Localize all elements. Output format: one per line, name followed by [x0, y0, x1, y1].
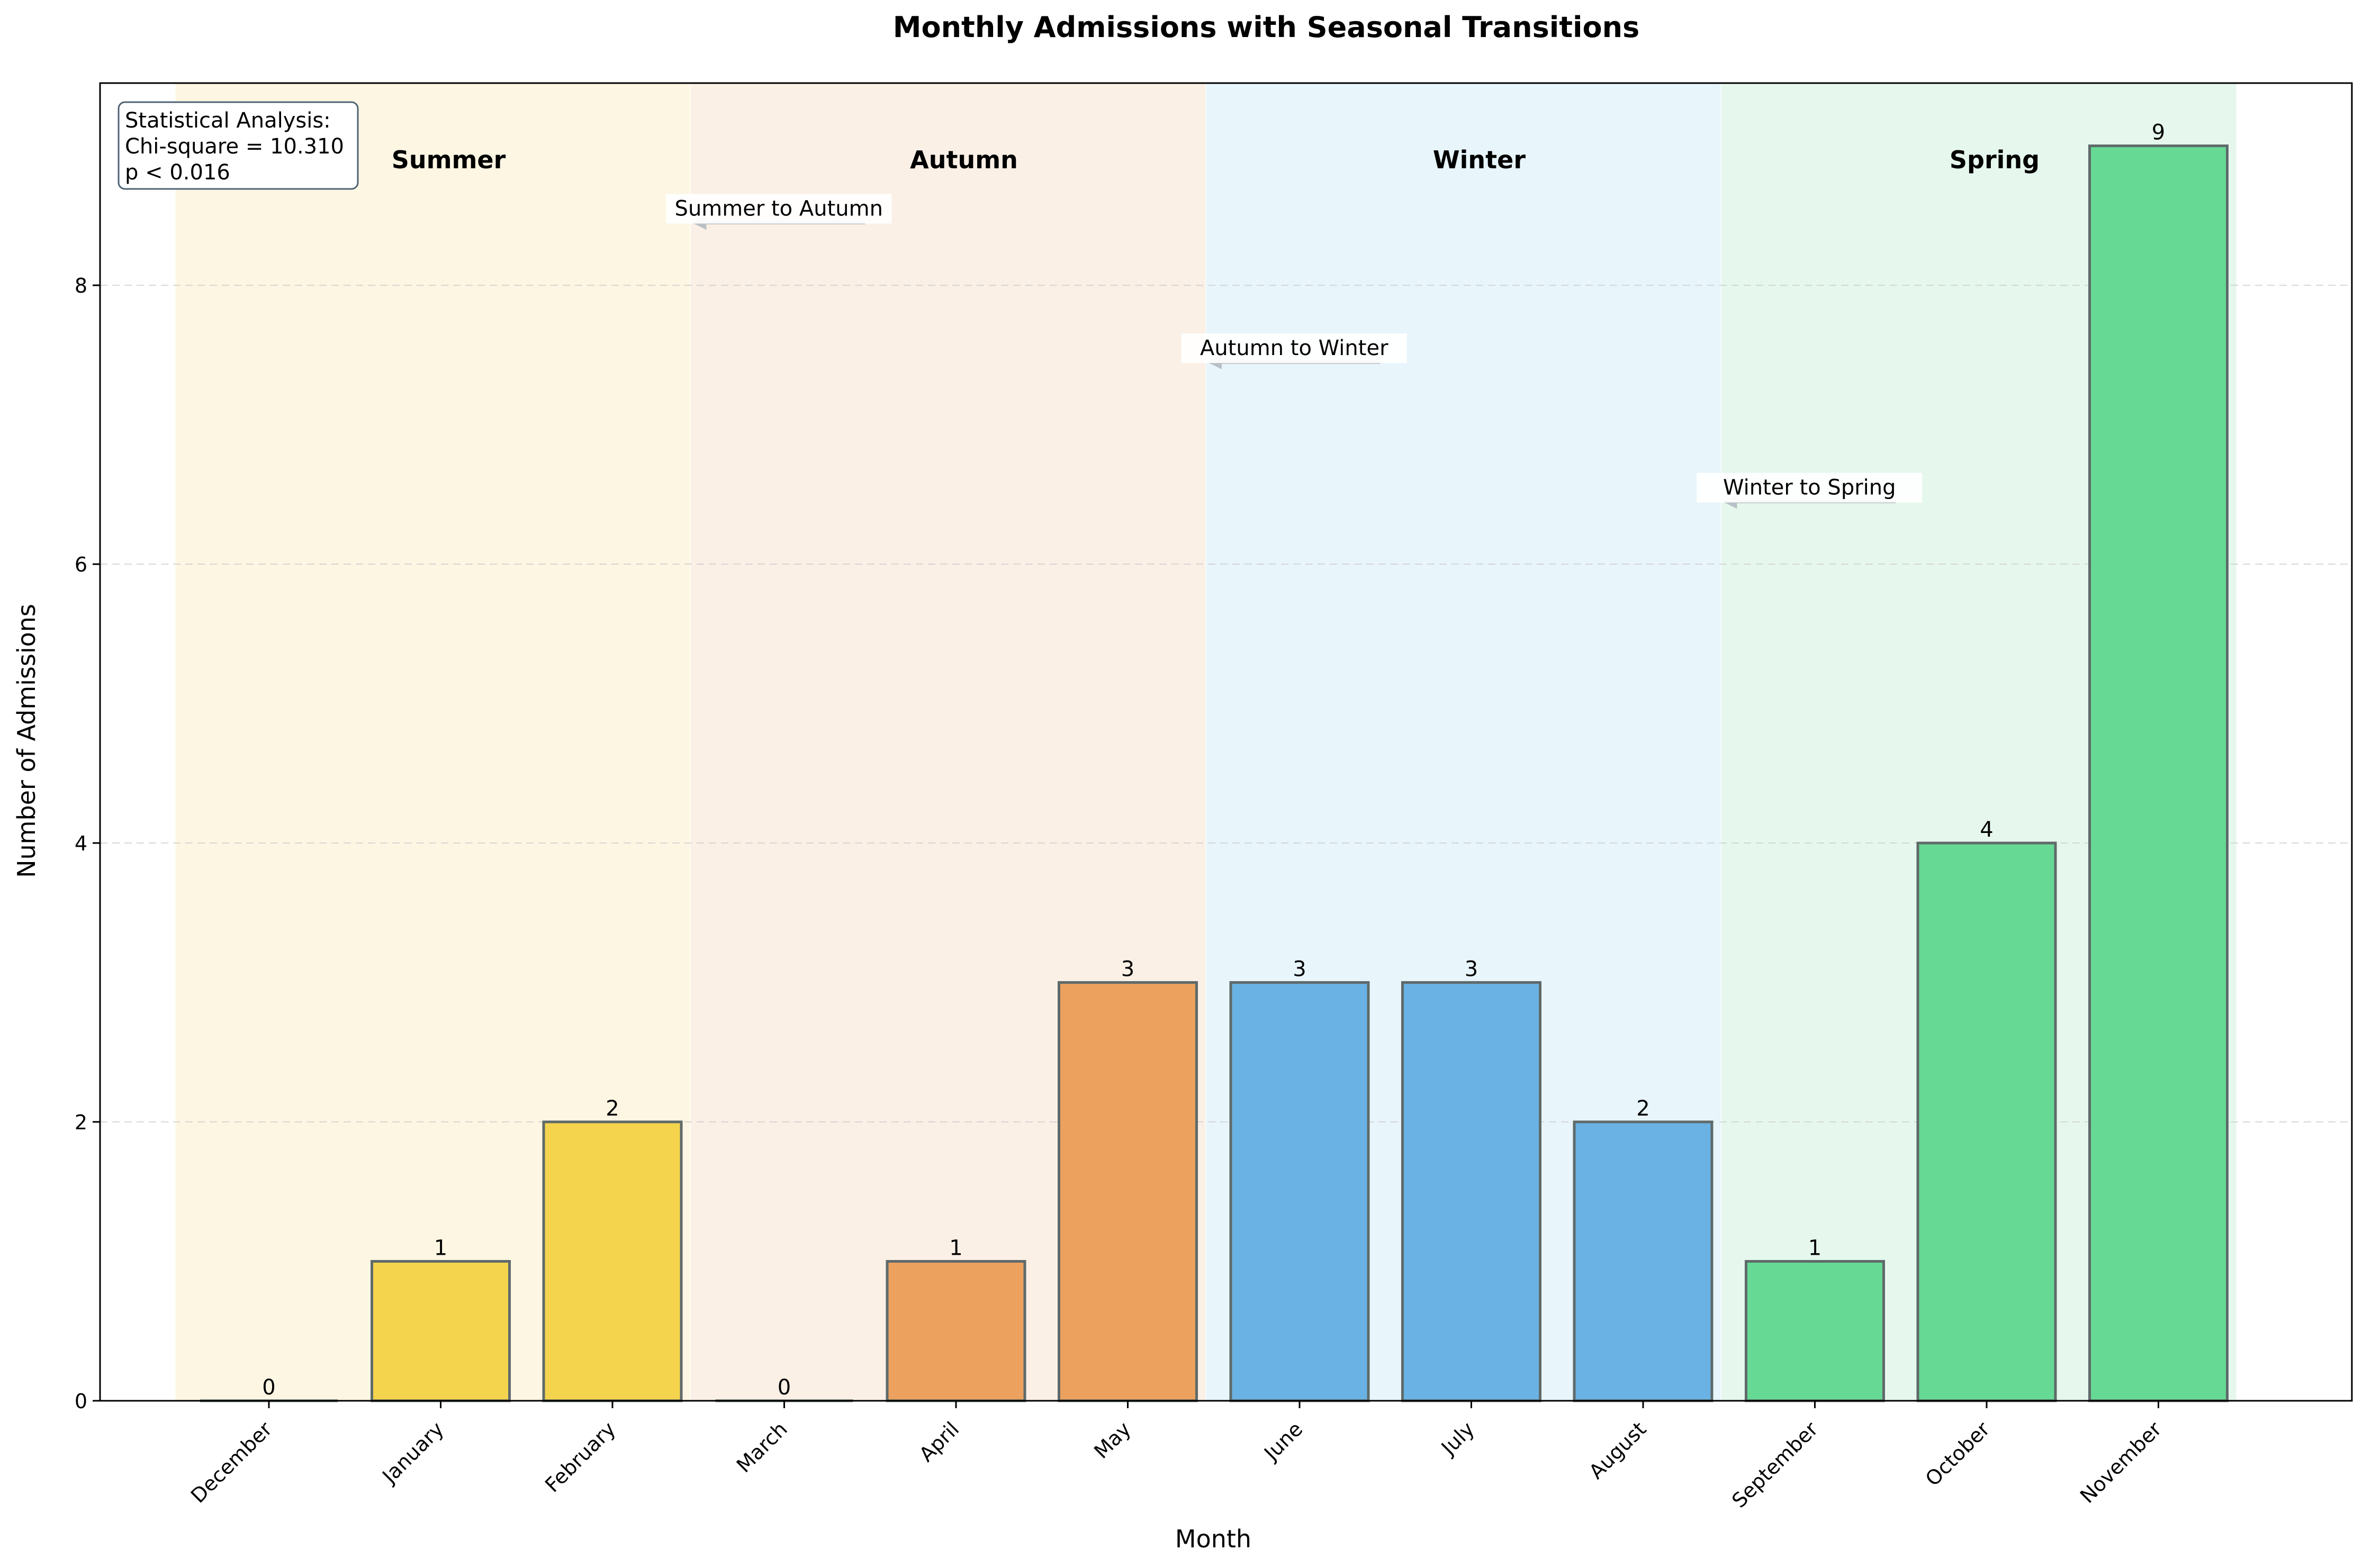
- x-tick-label-may: May: [1089, 1417, 1135, 1463]
- transition-3: Winter to Spring: [1697, 473, 1923, 509]
- y-tick-label: 6: [75, 553, 87, 576]
- value-label-january: 1: [434, 1236, 447, 1261]
- statistics-box-border: [118, 101, 359, 190]
- x-tick-label-august: August: [1584, 1417, 1651, 1483]
- statistics-title: Statistical Analysis:: [125, 108, 331, 133]
- x-tick-label-july: July: [1436, 1417, 1479, 1460]
- value-label-october: 4: [1980, 818, 1993, 842]
- bar-october: [1916, 841, 2057, 1402]
- season-transition-annotations: Summer to Autumn Autumn to Winter Winter t…: [666, 194, 1923, 509]
- x-tick-label-january: January: [377, 1417, 448, 1488]
- transition-1: Summer to Autumn: [666, 194, 892, 230]
- x-axis: December January February March April May June…: [186, 1401, 2166, 1512]
- y-axis-title: Number of Admissions: [12, 604, 41, 878]
- season-label-winter: Winter: [1433, 146, 1526, 174]
- transition-label-background: [1181, 333, 1407, 363]
- y-tick-label: 2: [75, 1111, 87, 1134]
- y-tick-label: 8: [75, 274, 87, 297]
- x-axis-title: Month: [1175, 1525, 1251, 1553]
- x-tick-label-december: December: [186, 1417, 277, 1508]
- bar-series: [200, 144, 2229, 1402]
- x-tick-label-april: April: [915, 1417, 964, 1466]
- statistics-chi-square: Chi-square = 10.310: [125, 134, 344, 159]
- transition-label-background: [666, 194, 892, 224]
- value-label-march: 0: [778, 1375, 791, 1400]
- bar-november: [2088, 144, 2229, 1402]
- value-label-july: 3: [1465, 957, 1478, 982]
- statistics-box: Statistical Analysis: Chi-square = 10.31…: [118, 101, 359, 190]
- transition-label: Autumn to Winter: [1200, 336, 1388, 360]
- x-tick-label-february: February: [540, 1417, 620, 1497]
- y-tick-label: 4: [75, 832, 87, 855]
- x-tick-label-october: October: [1921, 1417, 1995, 1491]
- transition-2: Autumn to Winter: [1181, 333, 1407, 369]
- value-label-june: 3: [1293, 957, 1306, 982]
- bar-february: [542, 1120, 683, 1402]
- value-label-december: 0: [262, 1375, 275, 1400]
- bar-july: [1401, 981, 1541, 1402]
- value-label-august: 2: [1636, 1096, 1649, 1121]
- bar-january: [371, 1260, 511, 1402]
- value-label-september: 1: [1808, 1236, 1821, 1261]
- value-label-february: 2: [606, 1096, 619, 1121]
- statistics-p-value: p < 0.016: [125, 160, 230, 185]
- x-tick-label-june: June: [1259, 1417, 1307, 1465]
- chart-title: Monthly Admissions with Seasonal Transit…: [893, 11, 1639, 44]
- x-tick-label-march: March: [732, 1417, 792, 1477]
- transition-label-background: [1697, 473, 1923, 503]
- transition-label: Winter to Spring: [1723, 475, 1896, 500]
- bar-june: [1229, 981, 1370, 1402]
- value-label-november: 9: [2152, 121, 2165, 145]
- season-label-spring: Spring: [1950, 146, 2040, 174]
- x-tick-label-november: November: [2076, 1417, 2166, 1508]
- season-labels: Summer Autumn Winter Spring: [392, 146, 2040, 174]
- bar-august: [1573, 1120, 1713, 1402]
- season-label-summer: Summer: [392, 146, 506, 174]
- bar-value-labels: 0 1 2 0 1 3 3 3 2 1 4 9: [262, 121, 2165, 1400]
- x-tick-label-september: September: [1727, 1417, 1823, 1512]
- plot-frame: [99, 82, 2353, 1402]
- y-axis: 0 2 4 6 8: [75, 274, 100, 1413]
- bar-may: [1058, 981, 1198, 1402]
- bar-september: [1745, 1260, 1885, 1402]
- value-label-may: 3: [1121, 957, 1134, 982]
- value-label-april: 1: [949, 1236, 962, 1261]
- season-label-autumn: Autumn: [910, 146, 1018, 174]
- transition-label: Summer to Autumn: [675, 196, 883, 221]
- bar-april: [886, 1260, 1026, 1402]
- y-tick-label: 0: [75, 1390, 87, 1413]
